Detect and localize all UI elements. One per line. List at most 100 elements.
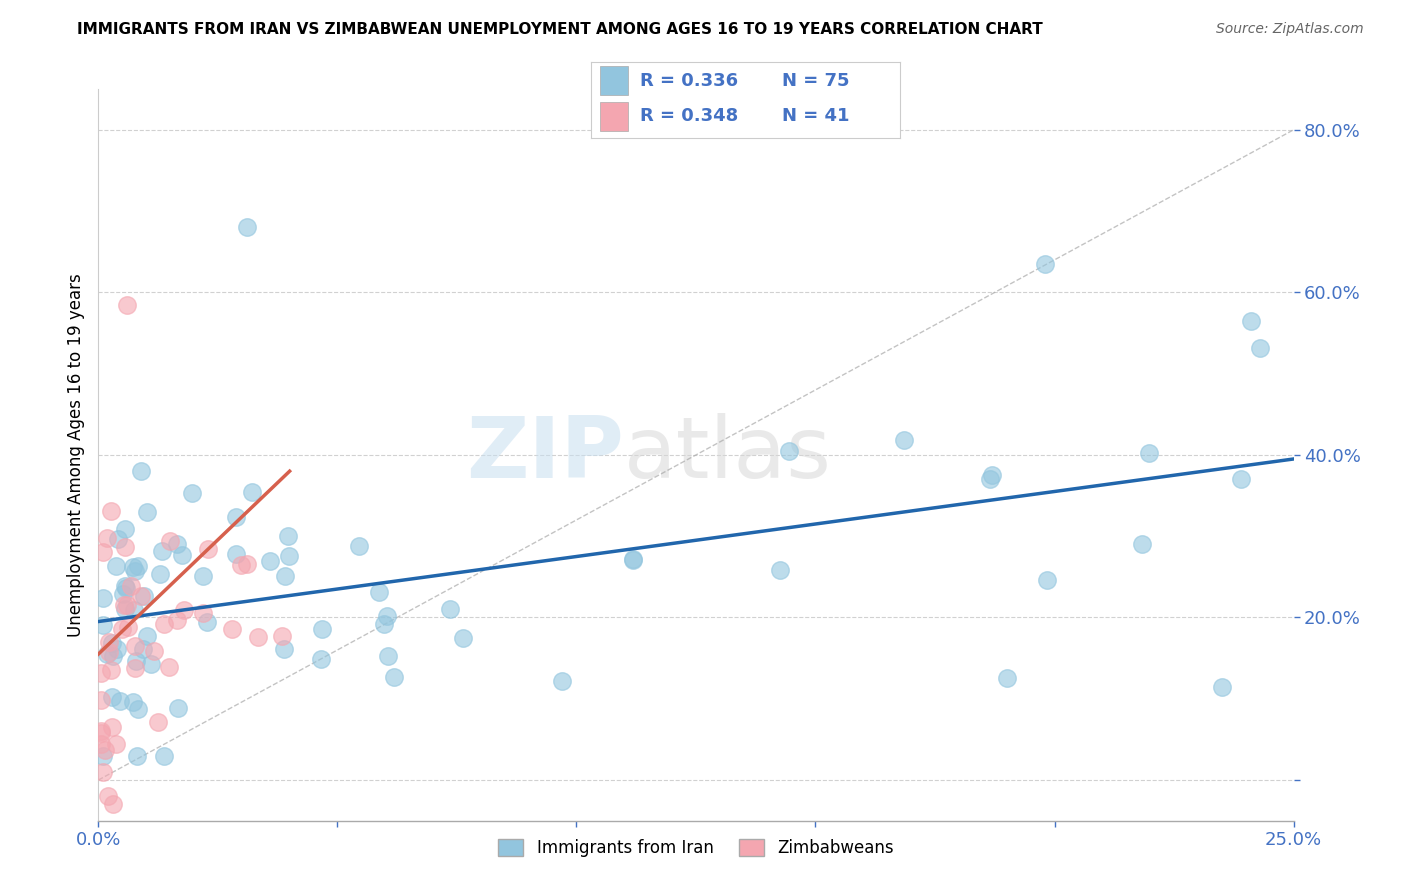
Point [551,673,574,688]
Point [271,629,294,643]
Text: N = 75: N = 75 [782,71,849,89]
Point [124,655,146,669]
Point [225,510,247,524]
Point [91,545,114,559]
Point [101,636,124,650]
Point [115,599,138,613]
Text: IMMIGRANTS FROM IRAN VS ZIMBABWEAN UNEMPLOYMENT AMONG AGES 16 TO 19 YEARS CORREL: IMMIGRANTS FROM IRAN VS ZIMBABWEAN UNEMP… [77,22,1043,37]
Point [621,553,644,567]
Point [114,602,136,616]
Point [152,617,174,632]
Point [769,563,792,577]
Point [375,609,398,624]
Point [91,618,114,632]
Point [100,690,122,704]
Point [311,622,333,636]
Point [90,692,112,706]
Point [90,723,112,738]
Point [111,622,134,636]
Point [1249,341,1271,355]
Y-axis label: Unemployment Among Ages 16 to 19 years: Unemployment Among Ages 16 to 19 years [66,273,84,637]
Point [157,660,180,674]
Point [368,585,391,599]
Point [127,702,149,716]
Text: N = 41: N = 41 [782,107,849,125]
Point [136,629,159,643]
Point [1230,472,1253,486]
Point [981,468,1004,483]
Point [778,444,800,458]
Point [101,720,124,734]
Point [347,540,370,554]
Point [135,505,157,519]
Point [104,737,127,751]
Point [127,748,149,763]
Point [146,714,169,729]
Point [274,569,297,583]
Point [103,648,125,663]
Point [90,726,112,740]
Point [621,552,644,566]
Point [112,599,135,613]
Point [114,541,136,555]
Point [90,737,112,751]
Point [159,534,181,549]
Point [221,622,243,636]
Point [197,542,219,557]
Point [231,558,253,572]
Point [1137,446,1160,460]
Point [129,589,152,603]
Point [105,641,128,656]
Point [100,663,122,677]
Bar [600,102,627,130]
Point [382,670,405,684]
Text: R = 0.348: R = 0.348 [640,107,738,125]
Point [122,603,145,617]
Text: atlas: atlas [624,413,832,497]
Point [172,548,194,562]
Point [1240,314,1263,328]
Point [167,701,190,715]
Point [94,742,117,756]
Point [114,523,136,537]
Point [101,797,124,812]
Point [191,606,214,620]
Point [152,748,174,763]
Text: ZIP: ZIP [467,413,624,497]
Point [273,642,295,657]
Point [149,566,172,581]
Point [105,558,128,573]
Point [1211,680,1233,694]
Point [98,645,121,659]
Point [91,748,114,763]
Point [1033,257,1056,271]
Point [377,648,399,663]
Point [240,484,263,499]
Point [979,472,1001,486]
Point [247,630,270,644]
Point [166,613,188,627]
Point [97,789,120,804]
Text: Source: ZipAtlas.com: Source: ZipAtlas.com [1216,22,1364,37]
Point [451,631,474,645]
Point [115,297,138,311]
Point [115,581,138,595]
Point [1130,537,1153,551]
Point [259,554,281,568]
Point [173,603,195,617]
Point [1035,573,1057,587]
Point [129,465,152,479]
Point [191,568,214,582]
Point [132,641,155,656]
Point [117,620,139,634]
Point [124,660,146,674]
Point [439,601,461,615]
Point [90,666,112,681]
Point [120,579,142,593]
Point [235,220,257,235]
Point [91,764,114,779]
Point [195,615,218,629]
Point [122,559,145,574]
Point [112,587,135,601]
Point [122,695,145,709]
